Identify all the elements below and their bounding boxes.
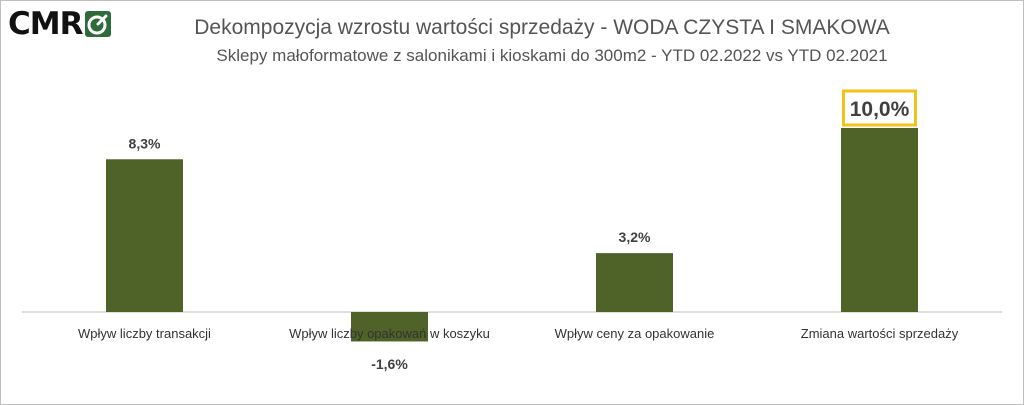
chart-subtitle: Sklepy małoformatowe z salonikami i kios… (216, 46, 888, 65)
bar-3 (596, 253, 673, 312)
bar-1 (106, 159, 183, 312)
category-label-1: Wpływ liczby transakcji (78, 326, 211, 341)
chart-title: Dekompozycja wzrostu wartości sprzedaży … (194, 16, 890, 39)
data-label-2: -1,6% (371, 356, 408, 372)
cmr-logo: CMR (8, 6, 112, 42)
bar-2 (351, 312, 428, 342)
category-label-3: Wpływ ceny za opakowanie (555, 326, 715, 341)
logo-text: CMR (8, 6, 83, 42)
data-label-1: 8,3% (129, 135, 161, 151)
category-label-4: Zmiana wartości sprzedaży (801, 326, 959, 341)
data-label-3: 3,2% (619, 229, 651, 245)
logo-leaf-icon (85, 11, 112, 37)
bar-4 (841, 128, 918, 312)
data-label-4: 10,0% (850, 98, 910, 121)
highlight-box (842, 89, 917, 127)
category-label-2: Wpływ liczby opakowań w koszyku (289, 326, 490, 341)
